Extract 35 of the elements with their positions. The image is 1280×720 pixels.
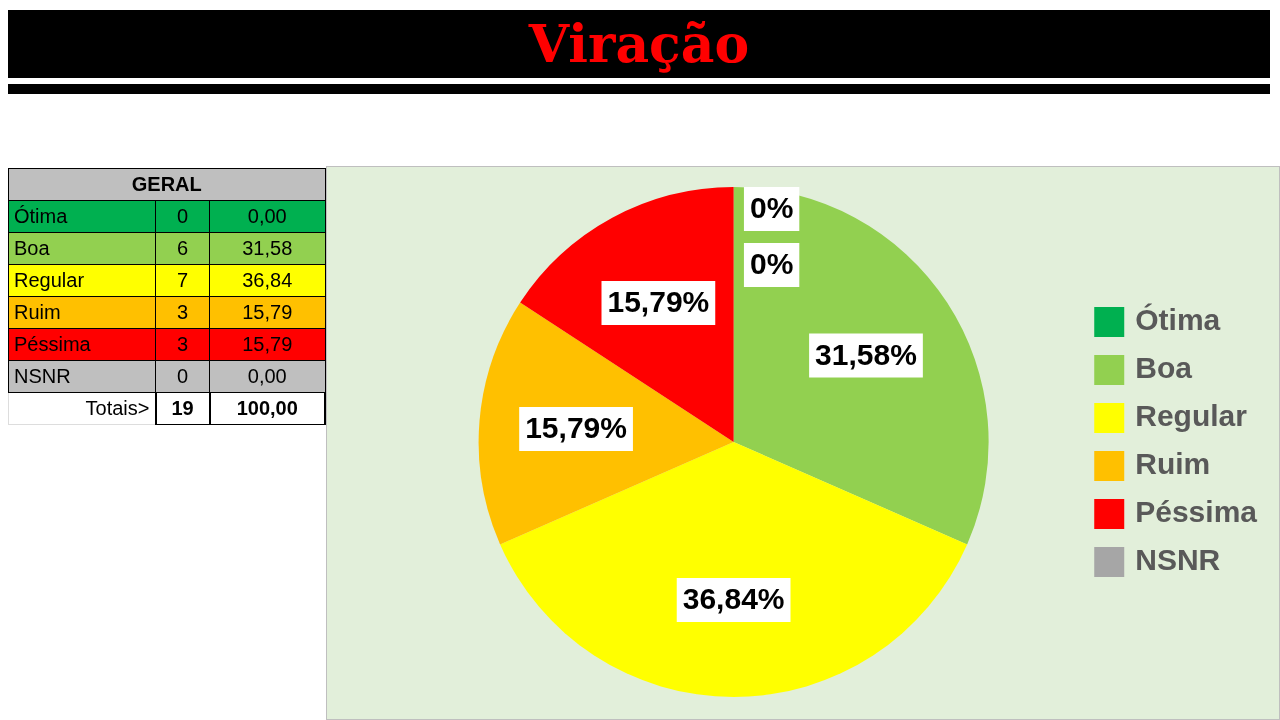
text: 31,58 [209,232,325,265]
data-label: 15,79% [525,411,627,445]
category-label: Ótima [8,200,156,233]
text: 7 [155,264,210,297]
data-label: 31,58% [815,337,917,371]
legend-label: Péssima [1135,495,1258,529]
text: GERAL [8,168,325,201]
category-label: Boa [8,232,156,265]
data-label: 15,79% [607,285,710,319]
text: 0 [155,360,210,393]
text: 3 [155,296,210,329]
text: 0% [749,247,794,281]
text: 0,00 [209,360,325,393]
category-label: Péssima [8,328,156,361]
text: 0% [749,191,794,225]
text: 100,00 [209,392,325,425]
text: 19 [155,392,210,425]
text: 15,79 [209,296,325,329]
text: 3 [155,328,210,361]
legend-label: Boa [1135,351,1193,385]
text: 0,00 [209,200,325,233]
category-label: Ruim [8,296,156,329]
text: Totais> [8,392,156,425]
text: 0 [155,200,210,233]
legend-label: Ruim [1135,447,1211,481]
legend-label: Regular [1135,399,1248,433]
text: 36,84 [209,264,325,297]
text: 15,79 [209,328,325,361]
legend-label: Ótima [1135,303,1221,337]
chart-title: Viração [528,13,750,74]
text: 6 [155,232,210,265]
legend-label: NSNR [1135,543,1221,577]
category-label: Regular [8,264,156,297]
category-label: NSNR [8,360,156,393]
data-label: 36,84% [682,582,785,616]
